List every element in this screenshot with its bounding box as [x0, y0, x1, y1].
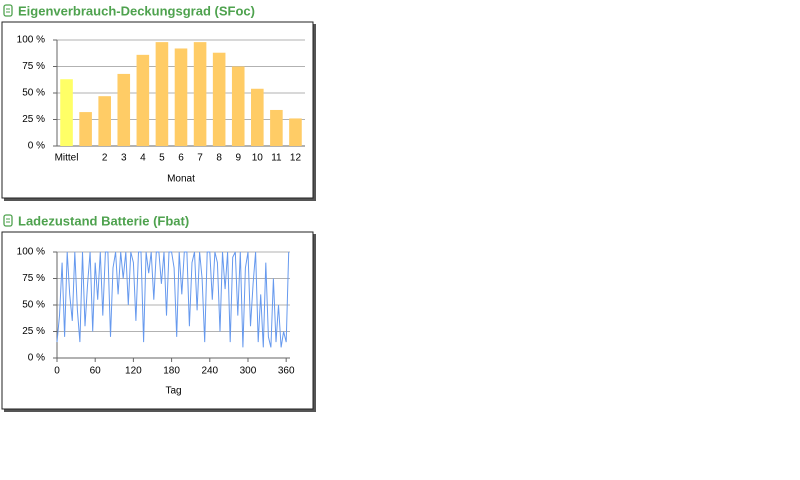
bar: [155, 42, 169, 147]
y-tick-label: 50 %: [22, 300, 45, 311]
bar: [289, 118, 302, 146]
bar: [174, 48, 188, 147]
y-tick-label: 75 %: [22, 273, 45, 284]
y-tick-label: 100 %: [17, 35, 45, 46]
x-tick-label: 2: [102, 153, 108, 164]
x-tick-label: Mittel: [55, 153, 79, 164]
x-tick-label: 180: [163, 366, 180, 377]
x-tick-label: 11: [271, 153, 282, 164]
x-tick-label: 60: [90, 366, 102, 377]
bar: [231, 66, 245, 146]
bar: [117, 73, 131, 146]
line-series: [56, 251, 290, 348]
y-tick-label: 25 %: [22, 114, 45, 125]
y-tick-label: 0 %: [28, 353, 45, 364]
bar: [60, 79, 73, 146]
y-tick-label: 25 %: [22, 326, 45, 337]
x-tick-label: 120: [125, 366, 142, 377]
x-axis-label: Monat: [167, 174, 195, 185]
chart-title: Ladezustand Batterie (Fbat): [18, 213, 189, 228]
bar: [98, 96, 111, 146]
bar: [270, 109, 283, 146]
bar: [212, 52, 226, 146]
x-tick-label: 7: [197, 153, 203, 164]
bar: [193, 42, 207, 147]
x-tick-label: 10: [252, 153, 264, 164]
x-tick-label: 300: [240, 366, 257, 377]
bar: [136, 54, 150, 147]
x-tick-label: 8: [216, 153, 222, 164]
bar: [251, 88, 264, 146]
x-tick-label: 6: [178, 153, 184, 164]
y-tick-label: 75 %: [22, 61, 45, 72]
x-tick-label: 240: [201, 366, 218, 377]
x-tick-label: 0: [54, 366, 60, 377]
bar: [79, 112, 92, 146]
icon: [3, 4, 13, 17]
y-tick-label: 100 %: [17, 247, 45, 258]
x-tick-label: 5: [159, 153, 165, 164]
x-tick-label: 3: [121, 153, 127, 164]
x-tick-label: 9: [235, 153, 241, 164]
icon: [3, 214, 13, 227]
y-tick-label: 0 %: [28, 141, 45, 152]
chart-title: Eigenverbrauch-Deckungsgrad (SFoc): [18, 3, 255, 18]
panel: [1, 231, 314, 410]
x-tick-label: 360: [278, 366, 295, 377]
x-axis-label: Tag: [165, 386, 181, 397]
y-tick-label: 50 %: [22, 88, 45, 99]
x-tick-label: 4: [140, 153, 146, 164]
x-tick-label: 12: [290, 153, 302, 164]
